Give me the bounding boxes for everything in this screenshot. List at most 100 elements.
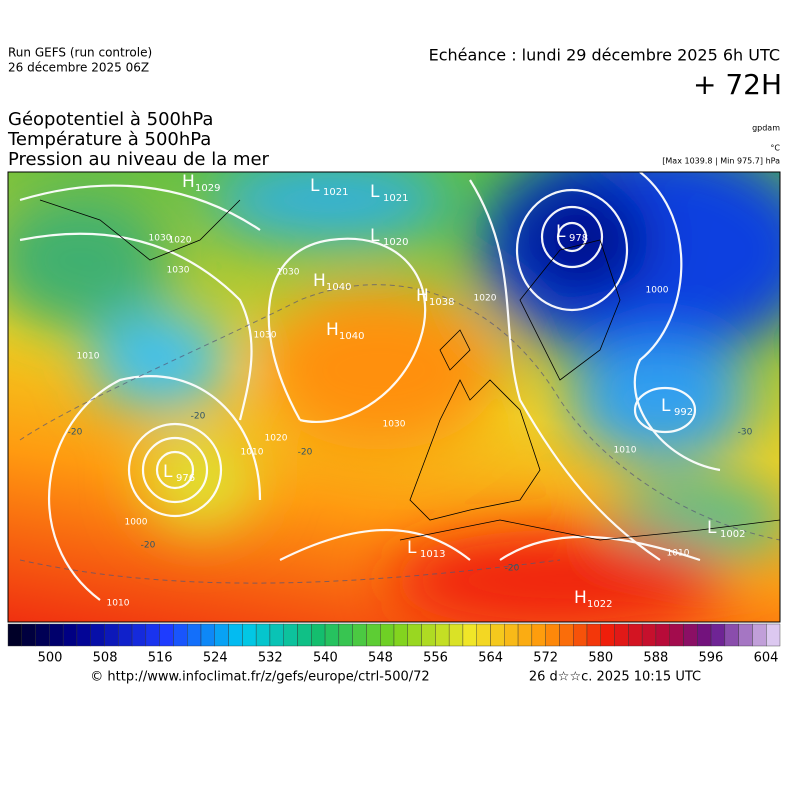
colorbar-label: 532 [258,651,283,666]
center-letter: L [707,518,717,538]
temperature-label: -20 [191,412,206,422]
center-pressure: 976 [176,473,195,484]
unit-label: °C [770,144,780,153]
colorbar-swatch [297,623,312,647]
colorbar-swatch [752,623,767,647]
colorbar-swatch [173,623,188,647]
center-letter: L [407,538,417,558]
colorbar-label: 524 [203,651,228,666]
colorbar-label: 556 [423,651,448,666]
colorbar-swatch [421,623,436,647]
colorbar-swatch [76,623,91,647]
center-pressure: 1021 [323,187,348,198]
colorbar-swatch [118,623,133,647]
colorbar-swatch [269,623,284,647]
center-letter: L [370,182,380,202]
colorbar-swatch [228,623,243,647]
colorbar-swatch [255,623,271,647]
isobar-label: 1010 [107,599,130,609]
center-pressure: 1040 [339,331,364,342]
colorbar-swatch [614,623,629,647]
center-pressure: 1029 [195,183,220,194]
issued-time: 26 d☆☆c. 2025 10:15 UTC [529,670,701,685]
isobar-label: 1010 [667,549,690,559]
center-letter: L [661,396,671,416]
colorbar-swatch [283,623,298,647]
isobar-label: 1030 [277,268,300,278]
map-frame [7,171,781,623]
colorbar-label: 572 [533,651,558,666]
colorbar-swatch [448,623,464,647]
colorbar-swatch [49,623,64,647]
center-pressure: 1020 [383,237,408,248]
center-letter: H [416,286,429,306]
center-letter: H [313,271,326,291]
echeance: Echéance : lundi 29 décembre 2025 6h UTC [429,46,780,65]
colorbar-swatch [407,623,422,647]
colorbar-label: 540 [313,651,338,666]
isobar-label: 1010 [241,448,264,458]
colorbar-swatch [517,623,533,647]
title-line: Pression au niveau de la mer [8,149,270,170]
isobar-label: 1020 [265,434,288,444]
isobar-label: 1000 [125,518,148,528]
colorbar-label: 588 [643,651,668,666]
colorbar-label: 604 [754,651,779,666]
colorbar-label: 548 [368,651,393,666]
temperature-label: -20 [141,541,156,551]
center-letter: H [182,172,195,192]
colorbar-swatch [490,623,505,647]
title-line: Température à 500hPa [7,129,211,150]
colorbar-swatch [380,623,395,647]
center-letter: H [574,588,587,608]
colorbar-swatch [435,623,450,647]
colorbar-swatch [200,623,215,647]
center-pressure: 1022 [587,599,612,610]
colorbar-swatch [90,623,105,647]
center-pressure: 1002 [720,529,745,540]
colorbar-swatch [710,623,726,647]
colorbar-swatch [766,623,781,647]
colorbar-label: 516 [148,651,173,666]
temperature-label: -20 [298,448,313,458]
center-pressure: 1040 [326,282,351,293]
colorbar-swatch [683,623,698,647]
colorbar-swatch [242,623,257,647]
colorbar-swatch [724,623,739,647]
colorbar-swatch [145,623,160,647]
colorbar-swatch [600,623,615,647]
isobar-label: 1000 [646,286,669,296]
colorbar-swatch [338,623,353,647]
center-pressure: 992 [674,407,693,418]
colorbar-swatch [159,623,174,647]
colorbar-swatch [366,623,381,647]
colorbar-swatch [476,623,491,647]
center-pressure: 978 [569,233,588,244]
center-pressure: 1021 [383,193,408,204]
isobar-label: 1010 [77,352,100,362]
temperature-label: -30 [738,428,753,438]
center-letter: L [310,176,320,196]
colorbar-swatch [62,623,78,647]
colorbar-swatch [187,623,202,647]
colorbar-swatch [462,623,477,647]
temperature-label: -20 [68,428,83,438]
unit-label: [Max 1039.8 | Min 975.7] hPa [662,157,780,166]
colorbar-swatch [311,623,326,647]
colorbar-swatch [573,623,588,647]
center-letter: L [370,226,380,246]
isobar-label: 1030 [383,420,406,430]
colorbar-swatch [104,623,119,647]
colorbar-swatch [641,623,657,647]
isobar-label: 1030 [167,266,190,276]
colorbar-swatch [628,623,643,647]
colorbar-swatch [214,623,229,647]
center-letter: L [556,222,566,242]
colorbar-label: 580 [588,651,613,666]
run-label: Run GEFS (run controle) [8,46,152,60]
center-letter: L [163,462,173,482]
colorbar-swatch [669,623,684,647]
isobar-label: 1010 [614,446,637,456]
colorbar-swatch [324,623,340,647]
